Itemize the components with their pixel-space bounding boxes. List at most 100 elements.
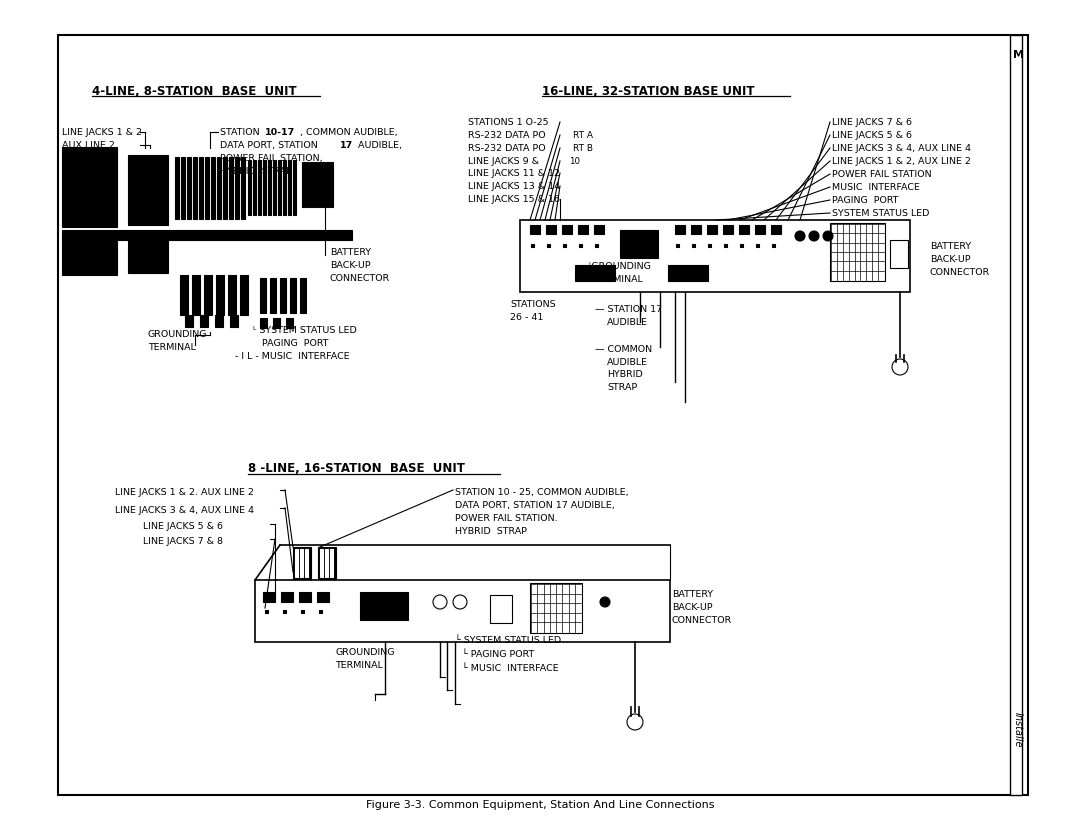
Text: BATTERY: BATTERY	[672, 590, 713, 599]
Text: └ PAGING PORT: └ PAGING PORT	[462, 650, 535, 659]
Circle shape	[809, 231, 819, 241]
Text: HYBRID  STRAP: HYBRID STRAP	[220, 167, 292, 176]
Text: AUX LINE 2: AUX LINE 2	[62, 141, 114, 150]
Text: 8 -LINE, 16-STATION  BASE  UNIT: 8 -LINE, 16-STATION BASE UNIT	[248, 462, 464, 475]
Bar	[258, 160, 261, 215]
Bar	[192, 275, 200, 315]
Bar	[723, 225, 733, 234]
Text: LINE JACKS 3 & 4, AUX LINE 4: LINE JACKS 3 & 4, AUX LINE 4	[114, 506, 254, 515]
Bar	[325, 549, 328, 577]
Text: M: M	[1013, 50, 1024, 60]
Bar	[771, 225, 781, 234]
Bar	[724, 244, 727, 247]
Bar	[278, 160, 281, 215]
Text: PAGING  PORT: PAGING PORT	[832, 196, 899, 205]
Bar	[563, 244, 566, 247]
Bar	[300, 549, 303, 577]
Bar	[707, 225, 717, 234]
Bar	[740, 244, 743, 247]
Bar	[669, 265, 708, 281]
Bar	[326, 162, 328, 207]
Bar	[204, 275, 212, 315]
Text: SYSTEM STATUS LED: SYSTEM STATUS LED	[832, 209, 930, 218]
Text: LINE JACKS 5 & 6: LINE JACKS 5 & 6	[832, 131, 912, 140]
Text: AUDIBLE: AUDIBLE	[607, 318, 648, 327]
Bar	[260, 278, 266, 313]
Bar	[360, 592, 408, 620]
Bar	[273, 318, 280, 328]
Bar	[310, 162, 312, 207]
Bar	[295, 549, 298, 577]
Text: └ MUSIC  INTERFACE: └ MUSIC INTERFACE	[462, 664, 558, 673]
Text: LINE JACKS 15 & 16: LINE JACKS 15 & 16	[468, 195, 561, 204]
Bar	[215, 315, 222, 327]
Bar	[230, 315, 238, 327]
Circle shape	[600, 597, 610, 607]
Bar	[286, 318, 293, 328]
Bar	[283, 160, 286, 215]
Bar	[562, 225, 572, 234]
Bar	[187, 157, 191, 219]
Text: ᴸGROUNDING: ᴸGROUNDING	[588, 262, 651, 271]
Text: 17: 17	[340, 141, 353, 150]
Text: ᴸ SYSTEM STATUS LED: ᴸ SYSTEM STATUS LED	[253, 326, 356, 335]
Bar	[530, 583, 582, 633]
Bar	[228, 275, 237, 315]
Bar	[579, 244, 582, 247]
Bar	[305, 549, 308, 577]
Text: 4-LINE, 8-STATION  BASE  UNIT: 4-LINE, 8-STATION BASE UNIT	[92, 85, 297, 98]
Bar	[330, 549, 333, 577]
Text: RT A: RT A	[573, 131, 593, 140]
Bar	[301, 610, 303, 613]
Text: └ SYSTEM STATUS LED: └ SYSTEM STATUS LED	[455, 636, 562, 645]
Bar	[264, 160, 266, 215]
Bar	[293, 547, 311, 579]
Text: BATTERY: BATTERY	[930, 242, 971, 251]
Text: Figure 3-3. Common Equipment, Station And Line Connections: Figure 3-3. Common Equipment, Station An…	[366, 800, 714, 810]
Bar	[255, 580, 670, 642]
Bar	[519, 220, 910, 292]
Text: BATTERY: BATTERY	[330, 248, 372, 257]
Text: BACK-UP: BACK-UP	[330, 261, 370, 270]
Bar	[273, 160, 276, 215]
Text: GROUNDING: GROUNDING	[148, 330, 207, 339]
Bar	[691, 225, 701, 234]
Bar	[62, 147, 117, 227]
Text: 26 - 41: 26 - 41	[510, 313, 543, 322]
Bar	[260, 318, 267, 328]
Bar	[676, 244, 679, 247]
Text: LINE JACKS 11 & 12: LINE JACKS 11 & 12	[468, 169, 561, 178]
Text: LINE JACKS 1 & 2, AUX LINE 2: LINE JACKS 1 & 2, AUX LINE 2	[832, 157, 971, 166]
Bar	[675, 225, 685, 234]
Text: AUDIBLE: AUDIBLE	[607, 358, 648, 367]
Bar	[270, 278, 276, 313]
Text: TERMINAL: TERMINAL	[595, 275, 643, 284]
Bar	[240, 275, 248, 315]
Bar	[283, 610, 286, 613]
Text: POWER FAIL STATION,: POWER FAIL STATION,	[220, 154, 323, 163]
Bar	[181, 157, 185, 219]
Text: LINE JACKS: LINE JACKS	[62, 162, 113, 171]
Bar	[575, 265, 615, 281]
Text: BACK-UP: BACK-UP	[672, 603, 713, 612]
Bar	[248, 160, 251, 215]
Text: AUX LINE 4: AUX LINE 4	[62, 175, 114, 184]
Text: STATION 10 - 25, COMMON AUDIBLE,: STATION 10 - 25, COMMON AUDIBLE,	[455, 488, 629, 497]
Circle shape	[795, 231, 805, 241]
Bar	[222, 157, 227, 219]
Text: STATIONS: STATIONS	[510, 300, 555, 309]
Text: STATION: STATION	[220, 128, 262, 137]
Bar	[546, 225, 556, 234]
Text: LINE JACKS 7 & 8: LINE JACKS 7 & 8	[143, 537, 222, 546]
Bar	[293, 160, 296, 215]
Text: 10: 10	[569, 157, 580, 166]
Bar	[756, 244, 759, 247]
Bar	[211, 157, 215, 219]
Bar	[235, 157, 239, 219]
Bar	[306, 162, 309, 207]
Bar	[58, 35, 1028, 795]
Text: LINE JACKS 1 & 2. AUX LINE 2: LINE JACKS 1 & 2. AUX LINE 2	[114, 488, 254, 497]
Bar	[1010, 35, 1022, 795]
Bar	[531, 244, 534, 247]
Bar	[241, 157, 245, 219]
